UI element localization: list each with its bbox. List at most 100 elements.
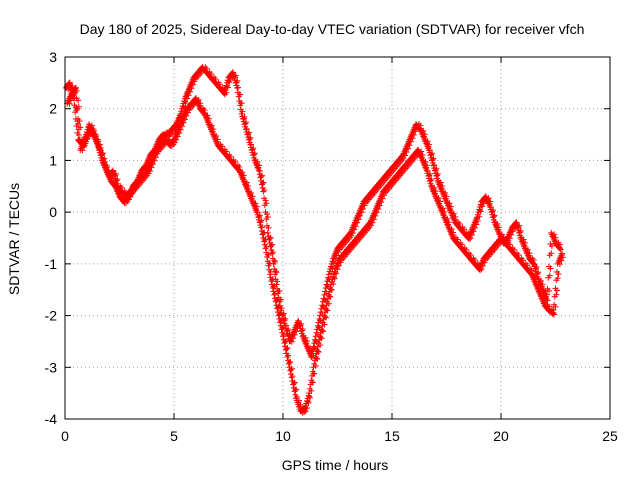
chart-title: Day 180 of 2025, Sidereal Day-to-day VTE… — [80, 21, 585, 37]
data-point — [450, 210, 457, 217]
data-point — [319, 311, 326, 318]
data-point — [370, 216, 377, 223]
data-point — [267, 234, 274, 241]
data-point — [530, 260, 537, 267]
data-point — [175, 121, 182, 128]
data-point — [429, 150, 436, 157]
data-point — [264, 211, 271, 218]
data-point — [293, 386, 300, 393]
data-point — [229, 69, 236, 76]
data-point — [272, 268, 279, 275]
data-point — [498, 231, 505, 238]
data-point — [73, 107, 80, 114]
data-point — [321, 321, 328, 328]
data-point — [479, 262, 486, 269]
data-point — [109, 167, 116, 174]
y-tick-label: 1 — [49, 152, 57, 168]
data-points — [63, 64, 566, 416]
data-point — [452, 214, 459, 221]
y-tick-label: 3 — [49, 49, 57, 65]
data-point — [495, 224, 502, 231]
data-point — [258, 172, 265, 179]
data-point — [421, 131, 428, 138]
data-point — [149, 161, 156, 168]
data-point — [251, 150, 258, 157]
data-point — [506, 235, 513, 242]
data-point — [426, 170, 433, 177]
data-point — [406, 142, 413, 149]
data-point — [269, 250, 276, 257]
data-point — [313, 338, 320, 345]
data-point — [146, 159, 153, 166]
data-point — [263, 200, 270, 207]
data-point — [437, 179, 444, 186]
data-point — [551, 231, 558, 238]
data-point — [326, 276, 333, 283]
data-point — [423, 162, 430, 169]
data-point — [274, 278, 281, 285]
data-point — [314, 331, 321, 338]
data-point — [418, 148, 425, 155]
data-point — [553, 291, 560, 298]
x-tick-label: 10 — [275, 428, 291, 444]
data-point — [315, 349, 322, 356]
data-point — [187, 88, 194, 95]
data-point — [174, 133, 181, 140]
data-point — [379, 195, 386, 202]
data-point — [179, 123, 186, 130]
data-point — [94, 136, 101, 143]
data-point — [314, 355, 321, 362]
data-point — [137, 174, 144, 181]
data-point — [487, 198, 494, 205]
data-point — [182, 99, 189, 106]
data-point — [320, 328, 327, 335]
x-axis-label: GPS time / hours — [282, 457, 389, 473]
data-point — [241, 114, 248, 121]
data-point — [557, 246, 564, 253]
data-point — [252, 200, 259, 207]
data-point — [446, 200, 453, 207]
data-point — [273, 269, 280, 276]
y-tick-label: -4 — [45, 411, 58, 427]
data-point — [474, 218, 481, 225]
data-point — [432, 188, 439, 195]
data-point — [539, 281, 546, 288]
data-point — [262, 245, 269, 252]
data-point — [352, 223, 359, 230]
data-point — [115, 184, 122, 191]
data-point — [439, 183, 446, 190]
data-point — [269, 249, 276, 256]
data-point — [250, 145, 257, 152]
data-point — [285, 326, 292, 333]
data-point — [223, 89, 230, 96]
data-point — [554, 275, 561, 282]
data-point — [213, 133, 220, 140]
data-point — [491, 212, 498, 219]
data-point — [312, 362, 319, 369]
data-point — [330, 260, 337, 267]
data-point — [264, 214, 271, 221]
data-point — [249, 193, 256, 200]
x-tick-label: 25 — [602, 428, 618, 444]
data-point — [242, 126, 249, 133]
data-point — [331, 275, 338, 282]
data-point — [245, 129, 252, 136]
data-point — [329, 265, 336, 272]
data-point — [67, 97, 74, 104]
data-point — [72, 85, 79, 92]
data-point — [556, 245, 563, 252]
data-point — [311, 370, 318, 377]
y-axis-label: SDTVAR / TECUs — [6, 183, 22, 295]
data-point — [308, 387, 315, 394]
data-point — [265, 224, 272, 231]
data-point — [477, 208, 484, 215]
data-point — [516, 222, 523, 229]
data-point — [271, 257, 278, 264]
data-point — [490, 207, 497, 214]
data-point — [253, 203, 260, 210]
data-point — [151, 157, 158, 164]
data-point — [295, 317, 302, 324]
data-point — [479, 203, 486, 210]
data-point — [334, 266, 341, 273]
data-point — [304, 405, 311, 412]
